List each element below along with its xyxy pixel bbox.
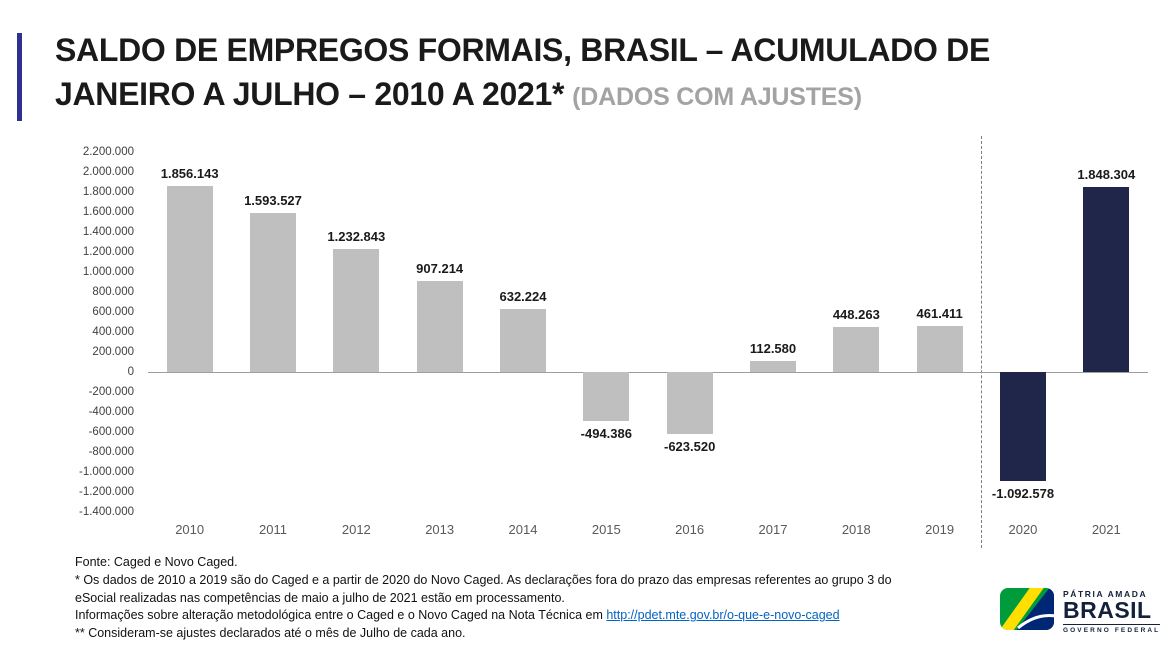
bar-column-2013: 907.214 [398,152,481,512]
y-tick-label: 2.200.000 [82,146,134,158]
bar-2012 [333,248,380,372]
y-tick-label: -600.000 [88,426,134,438]
x-tick-label-2021: 2021 [1091,522,1121,537]
x-tick-label-2011: 2011 [259,522,287,537]
source-note: Fonte: Caged e Novo Caged. [75,555,238,569]
bar-value-label-2010: 1.856.143 [160,166,219,182]
page-title: SALDO DE EMPREGOS FORMAIS, BRASIL – ACUM… [55,28,1125,116]
x-tick-label-2019: 2019 [925,522,955,537]
x-axis: 2010 2011 2012 2013 2014 2015 2016 2017 2018 2019… [148,522,1148,537]
x-tick-label-2016: 2016 [675,522,705,537]
bar-value-label-2019: 461.411 [916,305,963,321]
page-title-text: SALDO DE EMPREGOS FORMAIS, BRASIL – ACUM… [55,32,990,113]
bar-column-2021: 1.848.304 [1065,152,1148,512]
y-tick-label: 1.600.000 [82,206,134,218]
plot-area: 1.856.143 1.593.527 1.232.843 907.214 632.22… [148,136,1148,548]
gov-logo: PÁTRIA AMADA BRASIL GOVERNO FEDERAL [1000,588,1161,635]
x-tick-label-2013: 2013 [425,522,455,537]
y-tick-label: 0 [127,366,134,378]
y-tick-label: 800.000 [92,286,134,298]
bar-column-2012: 1.232.843 [315,152,398,512]
bar-column-2016: -623.520 [648,152,731,512]
bar-value-label-2015: -494.386 [580,426,632,442]
bar-column-2020: -1.092.578 [981,152,1064,512]
logo-brasil: BRASIL [1063,596,1152,623]
y-tick-label: -400.000 [88,406,134,418]
bar-column-2019: 461.411 [898,152,981,512]
bar-2018 [833,327,880,372]
bar-2010 [166,186,213,372]
bar-column-2011: 1.593.527 [231,152,314,512]
bar-2020 [999,372,1046,482]
bar-value-label-2018: 448.263 [832,307,880,323]
logo-governo-federal: GOVERNO FEDERAL [1063,624,1161,634]
bar-value-label-2013: 907.214 [416,261,464,277]
header: SALDO DE EMPREGOS FORMAIS, BRASIL – ACUM… [55,28,1125,116]
bar-2014 [499,308,546,372]
bar-column-2018: 448.263 [815,152,898,512]
bar-value-label-2021: 1.848.304 [1077,167,1136,183]
bar-value-label-2011: 1.593.527 [244,192,302,208]
footnote-3: ** Consideram-se ajustes declarados até … [75,626,466,640]
bar-column-2017: 112.580 [731,152,814,512]
y-tick-label: 1.200.000 [82,246,134,258]
x-tick-label-2020: 2020 [1008,522,1038,537]
y-tick-label: 200.000 [92,346,134,358]
period-separator-dashed-line [981,136,983,548]
y-tick-label: 600.000 [92,306,134,318]
bar-2021 [1083,187,1130,372]
page-subtitle: (DADOS COM AJUSTES) [572,83,862,112]
bar-value-label-2012: 1.232.843 [327,228,386,244]
y-tick-label: 1.000.000 [82,266,134,278]
bar-2017 [749,360,796,372]
x-tick-label-2014: 2014 [508,522,538,537]
y-tick-label: -1.200.000 [79,486,134,498]
y-tick-label: -800.000 [88,446,134,458]
brazil-flag-icon [1000,588,1054,635]
bar-value-label-2017: 112.580 [749,340,797,356]
y-tick-label: 1.800.000 [82,186,134,198]
y-tick-label: -1.400.000 [79,506,134,518]
x-tick-label-2018: 2018 [841,522,871,537]
zero-axis-line [148,372,1148,373]
gov-logo-text: PÁTRIA AMADA BRASIL GOVERNO FEDERAL [1063,588,1161,634]
y-axis: 2.200.000 2.000.000 1.800.000 1.600.000 1.40… [62,146,134,518]
bar-value-label-2020: -1.092.578 [991,486,1055,502]
footer-notes: Fonte: Caged e Novo Caged. * Os dados de… [75,554,895,643]
bar-value-label-2016: -623.520 [664,439,716,455]
footnote-2: Informações sobre alteração metodológica… [75,607,895,625]
x-tick-label-2017: 2017 [758,522,788,537]
title-accent-bar [17,33,22,121]
x-tick-label-2010: 2010 [175,522,205,537]
footnote-2-text: Informações sobre alteração metodológica… [75,608,607,623]
bar-value-label-2014: 632.224 [499,288,547,304]
bar-2015 [583,372,630,422]
y-tick-label: -1.000.000 [79,466,134,478]
logo-patria-amada: PÁTRIA AMADA [1063,588,1148,599]
novo-caged-link[interactable]: http://pdet.mte.gov.br/o-que-e-novo-cage… [606,608,840,623]
bar-2016 [666,372,713,435]
y-tick-label: 400.000 [92,326,134,338]
bar-2013 [416,281,463,372]
bar-chart: 2.200.000 2.000.000 1.800.000 1.600.000 1.40… [62,136,1152,552]
bar-2019 [916,325,963,372]
y-tick-label: 1.400.000 [82,226,134,238]
y-tick-label: 2.000.000 [82,166,134,178]
footnote-1: * Os dados de 2010 a 2019 são do Caged e… [75,572,892,605]
bar-2011 [249,212,296,372]
x-tick-label-2015: 2015 [591,522,621,537]
bar-column-2010: 1.856.143 [148,152,231,512]
x-tick-label-2012: 2012 [341,522,371,537]
bar-column-2014: 632.224 [481,152,564,512]
y-tick-label: -200.000 [88,386,134,398]
bar-column-2015: -494.386 [565,152,648,512]
